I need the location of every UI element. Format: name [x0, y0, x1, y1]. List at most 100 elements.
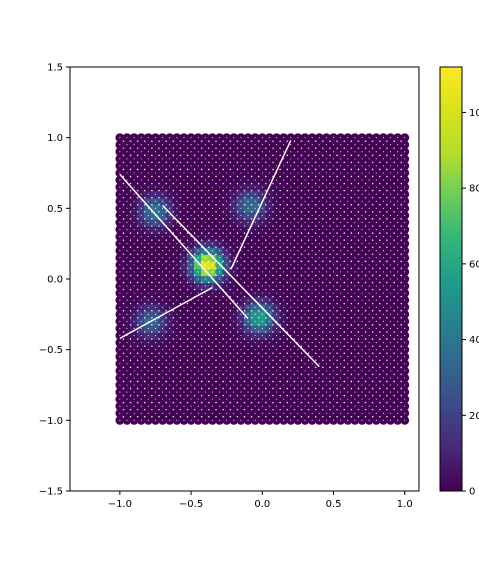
- grid-point: [183, 278, 185, 280]
- grid-point: [304, 151, 306, 153]
- grid-point: [204, 228, 206, 231]
- grid-point: [154, 228, 157, 231]
- grid-point: [240, 221, 242, 224]
- grid-point: [311, 243, 313, 245]
- grid-point: [211, 327, 213, 330]
- grid-point: [332, 137, 335, 139]
- grid-point: [233, 412, 235, 414]
- grid-point: [219, 243, 221, 245]
- grid-point: [261, 384, 263, 386]
- grid-point: [211, 207, 213, 209]
- grid-point: [169, 285, 171, 287]
- grid-point: [147, 236, 149, 238]
- grid-point: [219, 327, 221, 330]
- grid-point: [382, 356, 384, 358]
- grid-point: [276, 292, 278, 294]
- grid-point: [354, 158, 356, 160]
- grid-point: [354, 228, 356, 231]
- grid-point: [204, 278, 206, 280]
- grid-point: [389, 334, 392, 337]
- grid-point: [347, 228, 349, 231]
- grid-point: [382, 144, 384, 146]
- grid-point: [133, 151, 135, 153]
- grid-point: [325, 257, 327, 259]
- grid-point: [162, 334, 164, 337]
- grid-point: [283, 179, 285, 181]
- grid-point: [389, 257, 392, 259]
- grid-point: [361, 285, 363, 287]
- grid-point: [375, 151, 377, 153]
- grid-point: [247, 257, 249, 259]
- grid-point: [375, 327, 377, 330]
- grid-point: [382, 214, 384, 216]
- grid-point: [340, 342, 342, 344]
- grid-point: [240, 419, 242, 421]
- grid-point: [389, 271, 392, 273]
- grid-point: [311, 158, 313, 160]
- grid-point: [325, 186, 327, 188]
- grid-point: [147, 221, 149, 224]
- grid-point: [176, 363, 178, 365]
- grid-point: [283, 151, 285, 153]
- grid-point: [211, 236, 213, 238]
- grid-point: [332, 172, 335, 174]
- grid-point: [297, 221, 299, 224]
- x-tick-label: 0.0: [254, 499, 270, 510]
- grid-point: [119, 200, 121, 202]
- grid-point: [133, 327, 135, 330]
- grid-point: [311, 391, 313, 393]
- grid-point: [361, 228, 363, 231]
- grid-point: [140, 370, 142, 372]
- grid-point: [126, 200, 128, 202]
- grid-point: [311, 356, 313, 358]
- grid-point: [119, 377, 121, 379]
- grid-point: [361, 278, 363, 280]
- grid-point: [162, 214, 164, 216]
- grid-point: [375, 412, 377, 414]
- grid-point: [354, 377, 356, 379]
- grid-point: [211, 391, 213, 393]
- grid-point: [133, 200, 135, 202]
- grid-point: [361, 306, 363, 308]
- grid-point: [240, 377, 242, 379]
- grid-point: [176, 221, 178, 224]
- grid-point: [219, 257, 221, 259]
- grid-point: [219, 228, 221, 231]
- grid-point: [169, 158, 171, 160]
- grid-point: [311, 172, 313, 174]
- grid-point: [361, 250, 363, 252]
- grid-point: [268, 377, 270, 379]
- grid-point: [190, 250, 192, 252]
- grid-point: [382, 264, 384, 266]
- grid-point: [404, 193, 406, 195]
- grid-point: [211, 186, 213, 188]
- grid-point: [154, 243, 157, 245]
- grid-point: [140, 363, 142, 365]
- grid-point: [318, 299, 320, 301]
- grid-point: [197, 363, 199, 365]
- grid-point: [133, 165, 135, 167]
- grid-point: [340, 391, 342, 393]
- grid-point: [197, 384, 199, 386]
- grid-point: [240, 144, 242, 146]
- grid-point: [311, 419, 313, 421]
- grid-point: [140, 236, 142, 238]
- grid-point: [240, 306, 242, 308]
- grid-point: [140, 349, 142, 351]
- grid-point: [226, 137, 228, 139]
- grid-point: [147, 214, 149, 216]
- grid-point: [176, 207, 178, 209]
- grid-point: [276, 398, 278, 400]
- grid-point: [389, 384, 392, 386]
- grid-point: [268, 285, 270, 287]
- grid-point: [233, 320, 235, 322]
- grid-point: [268, 257, 270, 259]
- grid-point: [354, 327, 356, 330]
- grid-point: [154, 419, 157, 421]
- grid-point: [169, 186, 171, 188]
- grid-point: [404, 342, 406, 344]
- grid-point: [197, 257, 199, 259]
- grid-point: [311, 271, 313, 273]
- grid-point: [119, 384, 121, 386]
- grid-point: [332, 292, 335, 294]
